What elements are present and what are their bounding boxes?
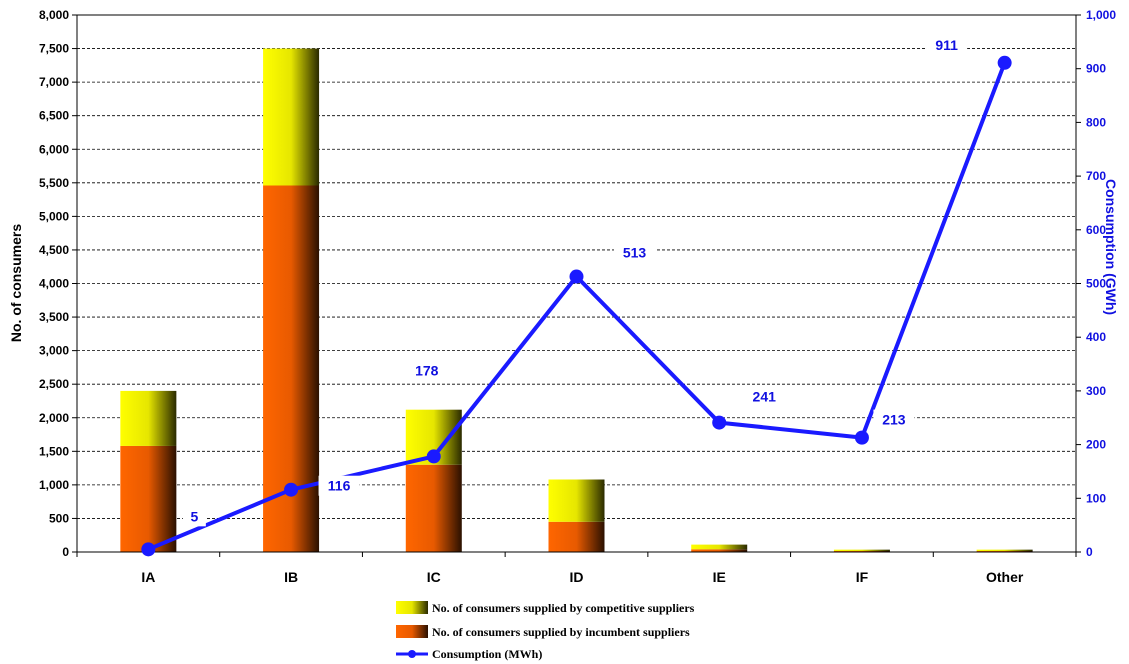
y-tick-label: 500	[49, 511, 69, 525]
consumption-data-label: 116	[328, 478, 351, 494]
y-tick-label: 1,000	[39, 478, 69, 492]
bar-incumbent	[691, 549, 748, 552]
bar-series	[120, 48, 1033, 552]
consumption-data-label: 213	[882, 412, 906, 428]
data-label-background	[926, 34, 968, 55]
y-tick-label: 1,500	[39, 444, 69, 458]
consumption-data-label: 178	[415, 362, 439, 378]
consumption-data-label: 513	[623, 245, 647, 261]
y-tick-label: 6,000	[39, 142, 69, 156]
consumption-data-label: 911	[935, 37, 958, 53]
consumption-data-label: 5	[190, 508, 198, 524]
y2-tick-label: 1,000	[1086, 8, 1116, 22]
y-tick-label: 8,000	[39, 8, 69, 22]
legend-marker-consumption	[408, 650, 416, 658]
axes: 0 500 1,000 1,500 2,000 2,500 3,000 3,500 4,000 4…	[39, 8, 1116, 585]
data-label-background	[318, 475, 360, 496]
legend-label-competitive: No. of consumers supplied by competitive…	[432, 601, 695, 615]
y-tick-label: 2,500	[39, 377, 69, 391]
x-category-label: IB	[284, 569, 298, 585]
bar-incumbent	[120, 445, 177, 552]
legend: No. of consumers supplied by competitive…	[396, 601, 695, 661]
bar-incumbent	[548, 521, 605, 552]
legend-label-incumbent: No. of consumers supplied by incumbent s…	[432, 625, 690, 639]
consumption-data-label: 241	[753, 389, 777, 405]
x-category-label: IA	[141, 569, 155, 585]
bar-competitive	[976, 549, 1033, 551]
y-tick-label: 7,500	[39, 42, 69, 56]
data-label-background	[182, 506, 206, 527]
y2-tick-label: 0	[1086, 545, 1093, 559]
y-tick-label: 4,000	[39, 277, 69, 291]
bar-competitive	[833, 549, 890, 551]
y-axis-title: No. of consumers	[8, 224, 24, 342]
y2-tick-label: 400	[1086, 330, 1106, 344]
consumption-point	[854, 430, 869, 445]
y2-tick-label: 800	[1086, 115, 1106, 129]
bar-competitive	[691, 544, 748, 550]
y2-tick-label: 300	[1086, 384, 1106, 398]
x-category-label: ID	[570, 569, 584, 585]
x-category-label: IF	[856, 569, 869, 585]
x-category-label: Other	[986, 569, 1024, 585]
data-label-background	[743, 386, 785, 407]
bar-competitive	[263, 48, 320, 186]
y2-tick-label: 900	[1086, 62, 1106, 76]
y-tick-label: 0	[62, 545, 69, 559]
bar-incumbent	[976, 550, 1033, 552]
consumption-line-series	[141, 55, 1012, 557]
consumption-point	[712, 415, 727, 430]
consumption-point	[997, 55, 1012, 70]
y-tick-label: 3,500	[39, 310, 69, 324]
y-tick-label: 4,500	[39, 243, 69, 257]
legend-swatch-incumbent	[396, 625, 428, 638]
y-tick-label: 5,500	[39, 176, 69, 190]
y2-tick-label: 600	[1086, 223, 1106, 237]
consumption-point	[426, 449, 441, 464]
y-tick-label: 5,000	[39, 209, 69, 223]
data-labels: 5 116 178 513 241 213 911	[182, 34, 968, 527]
bar-incumbent	[833, 550, 890, 552]
bar-competitive	[120, 390, 177, 446]
x-category-label: IE	[713, 569, 726, 585]
y2-axis-title: Consumption (GWh)	[1103, 179, 1119, 315]
data-label-background	[614, 242, 655, 263]
bar-competitive	[548, 479, 605, 522]
y2-tick-label: 700	[1086, 169, 1106, 183]
legend-swatch-competitive	[396, 601, 428, 614]
y-tick-label: 6,500	[39, 109, 69, 123]
consumption-point	[284, 482, 299, 497]
data-label-background	[406, 360, 448, 381]
y-tick-label: 2,000	[39, 411, 69, 425]
legend-label-consumption: Consumption (MWh)	[432, 647, 542, 661]
x-category-label: IC	[427, 569, 441, 585]
y2-tick-label: 100	[1086, 491, 1106, 505]
consumption-point	[569, 269, 584, 284]
data-label-background	[873, 409, 915, 430]
y2-tick-label: 500	[1086, 277, 1106, 291]
consumption-point	[141, 542, 156, 557]
y-tick-label: 7,000	[39, 75, 69, 89]
bar-incumbent	[405, 464, 462, 552]
y2-tick-label: 200	[1086, 438, 1106, 452]
y-tick-label: 3,000	[39, 344, 69, 358]
